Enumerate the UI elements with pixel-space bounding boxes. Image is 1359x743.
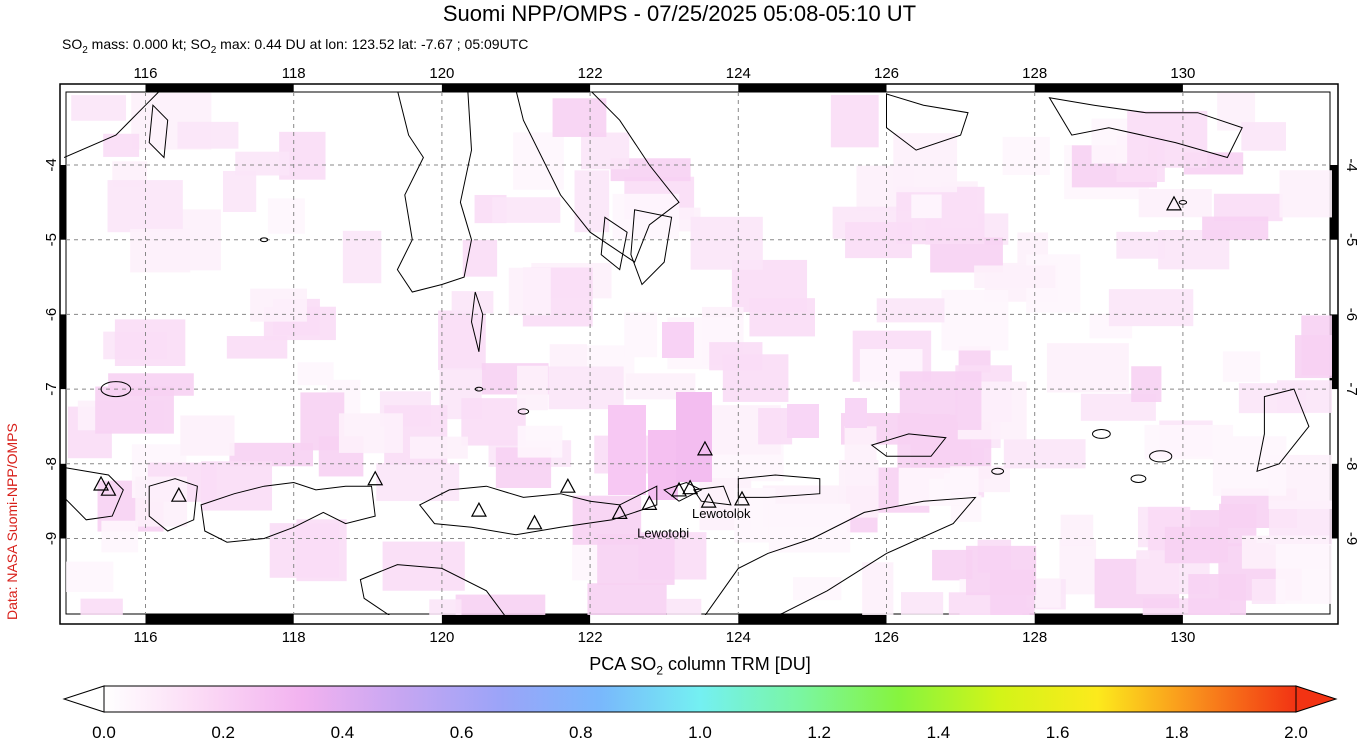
lon-tick-label-bottom: 124 — [726, 629, 751, 646]
lon-tick-label-bottom: 128 — [1022, 629, 1047, 646]
volcano-icon — [682, 479, 699, 495]
lon-tick-label-top: 116 — [134, 65, 158, 82]
lat-tick-label-right: -4 — [1343, 158, 1359, 171]
lat-tick-label-right: -8 — [1343, 457, 1359, 470]
volcano-icon — [641, 495, 658, 510]
colorbar-max-arrow — [1295, 685, 1338, 713]
colorbar-tick-label: 1.2 — [807, 723, 831, 742]
volcano-icon — [100, 480, 117, 496]
volcano-icon — [700, 492, 717, 508]
lon-tick-label-top: 126 — [874, 65, 899, 82]
colorbar-tick-label: 0.4 — [331, 723, 355, 742]
so2-summary: SO2 mass: 0.000 kt; SO2 max: 0.44 DU at … — [62, 36, 529, 56]
lat-tick-label-left: -7 — [43, 382, 60, 395]
map-title: Suomi NPP/OMPS - 07/25/2025 05:08-05:10 … — [442, 1, 917, 26]
volcano-label: Lewotolok — [692, 506, 751, 521]
colorbar-tick-label: 0.6 — [450, 723, 474, 742]
lat-tick-label-left: -6 — [43, 308, 60, 321]
lon-tick-label-top: 120 — [429, 65, 454, 82]
so2-pixel-layer — [66, 92, 1332, 615]
colorbar-tick-label: 0.0 — [92, 723, 116, 742]
lon-tick-label-bottom: 116 — [134, 629, 158, 646]
lon-tick-label-bottom: 118 — [282, 629, 306, 646]
axis-labels: 116 116 118 118 120 120 122 122 124 124 126 126 128 1… — [43, 65, 1359, 646]
colorbar-tick-label: 1.8 — [1165, 723, 1189, 742]
lon-tick-label-top: 124 — [726, 65, 751, 82]
lon-tick-label-top: 130 — [1170, 65, 1195, 82]
volcano-icon — [170, 486, 187, 502]
lat-tick-label-right: -9 — [1343, 532, 1359, 545]
colorbar: 0.0 0.2 0.4 0.6 0.8 1.0 1.2 1.4 1.6 1.8 2.0 — [62, 685, 1338, 742]
lat-tick-label-right: -7 — [1343, 382, 1359, 395]
volcano-icon — [696, 440, 713, 456]
lat-tick-label-right: -5 — [1343, 233, 1359, 246]
lat-tick-label-left: -9 — [43, 532, 60, 545]
volcano-icon — [470, 501, 487, 517]
lat-tick-label-left: -4 — [43, 158, 60, 171]
volcano-icon — [93, 475, 110, 491]
volcano-icon — [671, 481, 688, 497]
colorbar-tick-label: 2.0 — [1284, 723, 1308, 742]
lat-tick-label-left: -8 — [43, 457, 60, 470]
lon-tick-label-bottom: 122 — [578, 629, 603, 646]
lon-tick-label-bottom: 130 — [1170, 629, 1195, 646]
volcano-icon — [367, 470, 384, 486]
colorbar-tick-label: 0.8 — [569, 723, 593, 742]
lat-tick-label-left: -5 — [43, 233, 60, 246]
lon-tick-label-bottom: 126 — [874, 629, 899, 646]
lon-tick-label-top: 118 — [282, 65, 306, 82]
frame-bars — [60, 84, 1338, 624]
colorbar-tick-label: 1.4 — [927, 723, 951, 742]
grid-lines — [66, 92, 1330, 614]
volcano-icon — [1166, 195, 1183, 211]
lon-tick-label-top: 122 — [578, 65, 603, 82]
colorbar-tick-label: 1.6 — [1046, 723, 1070, 742]
volcano-icon — [611, 504, 628, 519]
volcano-icon — [526, 514, 543, 530]
colorbar-min-arrow — [62, 685, 105, 713]
volcano-icon — [734, 490, 751, 506]
lat-tick-label-right: -6 — [1343, 308, 1359, 321]
volcano-label: Lewotobi — [637, 525, 689, 540]
colorbar-tick-label: 1.0 — [688, 723, 712, 742]
lon-tick-label-bottom: 120 — [429, 629, 454, 646]
lon-tick-label-top: 128 — [1022, 65, 1047, 82]
coastlines — [64, 92, 1310, 615]
colorbar-title: PCA SO2 column TRM [DU] — [589, 654, 811, 678]
colorbar-tick-label: 0.2 — [211, 723, 235, 742]
volcano-icon — [559, 477, 576, 493]
